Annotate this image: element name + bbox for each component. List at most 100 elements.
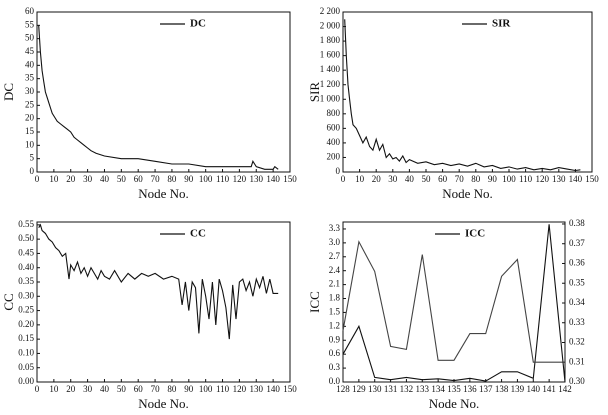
y-tick-label: 1 600 (320, 50, 341, 60)
y-tick-label: 2 200 (320, 6, 341, 16)
x-tick-label: 131 (384, 384, 398, 394)
y-tick-label: 2.4 (329, 265, 341, 275)
y-tick-label: 0.00 (18, 376, 34, 386)
x-tick-label: 130 (368, 384, 382, 394)
y-tick-label: 0 (30, 166, 35, 176)
y-tick-label: 400 (327, 137, 341, 147)
legend-label: SIR (492, 18, 511, 30)
y-tick-label: 5 (30, 153, 35, 163)
y-tick-label: 35 (25, 73, 35, 83)
y-tick-label: 15 (25, 126, 35, 136)
x-tick-label: 140 (266, 174, 280, 184)
y2-tick-label: 0.31 (569, 356, 585, 366)
y-tick-label: 1 800 (320, 35, 341, 45)
x-tick-label: 70 (151, 384, 161, 394)
y2-tick-label: 0.37 (569, 238, 585, 248)
y-tick-label: 0.40 (18, 262, 34, 272)
x-axis-label: Node No. (138, 186, 189, 201)
x-tick-label: 140 (527, 384, 541, 394)
x-tick-label: 30 (83, 384, 93, 394)
x-tick-label: 137 (479, 384, 493, 394)
y2-tick-label: 0.32 (569, 337, 585, 347)
y-tick-label: 0.20 (18, 319, 34, 329)
x-tick-label: 120 (535, 174, 549, 184)
x-tick-label: 120 (233, 384, 247, 394)
x-tick-label: 136 (463, 384, 477, 394)
x-tick-label: 140 (569, 174, 583, 184)
x-tick-label: 70 (151, 174, 161, 184)
y-tick-label: 2.1 (329, 279, 340, 289)
x-tick-label: 10 (49, 174, 59, 184)
x-tick-label: 135 (447, 384, 461, 394)
y-axis-label: CC (1, 293, 16, 310)
y-tick-label: 55 (25, 19, 35, 29)
x-tick-label: 40 (405, 174, 415, 184)
x-tick-label: 40 (100, 384, 110, 394)
y-tick-label: 45 (25, 46, 35, 56)
y-axis-label: ICC (307, 291, 322, 313)
data-line (344, 19, 581, 172)
x-tick-label: 10 (355, 174, 365, 184)
x-tick-label: 90 (488, 174, 498, 184)
x-tick-label: 129 (352, 384, 366, 394)
y-tick-label: 0.15 (18, 333, 34, 343)
x-tick-label: 130 (250, 174, 264, 184)
data-line (38, 25, 279, 170)
x-axis-label: Node No. (442, 186, 493, 201)
y2-tick-label: 0.30 (569, 376, 585, 386)
x-tick-label: 40 (100, 174, 110, 184)
x-tick-label: 60 (134, 174, 144, 184)
data-line (38, 223, 279, 340)
x-tick-label: 138 (495, 384, 509, 394)
y-tick-label: 20 (25, 113, 35, 123)
plot-frame (36, 11, 291, 173)
x-tick-label: 60 (134, 384, 144, 394)
x-tick-label: 150 (283, 174, 297, 184)
y-tick-label: 30 (25, 86, 35, 96)
x-tick-label: 110 (216, 174, 230, 184)
x-tick-label: 130 (250, 384, 264, 394)
x-tick-label: 100 (502, 174, 516, 184)
y-axis-label: DC (1, 83, 16, 101)
x-tick-label: 70 (455, 174, 465, 184)
y-tick-label: 0.30 (18, 290, 34, 300)
x-tick-label: 100 (199, 174, 213, 184)
y-tick-label: 25 (25, 99, 35, 109)
x-tick-label: 80 (471, 174, 481, 184)
x-tick-label: 20 (372, 174, 382, 184)
x-tick-label: 0 (341, 174, 346, 184)
x-tick-label: 10 (49, 384, 59, 394)
y-tick-label: 0.25 (18, 305, 34, 315)
y2-tick-label: 0.35 (569, 277, 585, 287)
x-tick-label: 50 (422, 174, 432, 184)
x-axis-label: Node No. (138, 396, 189, 411)
x-tick-label: 50 (117, 174, 127, 184)
x-tick-label: 140 (266, 384, 280, 394)
y-tick-label: 1.5 (329, 306, 341, 316)
x-tick-label: 90 (184, 174, 194, 184)
y-axis-label: SIR (307, 82, 322, 103)
x-tick-label: 0 (35, 174, 40, 184)
x-tick-label: 30 (83, 174, 93, 184)
y-tick-label: 10 (25, 139, 35, 149)
y-tick-label: 800 (327, 108, 341, 118)
x-tick-label: 139 (511, 384, 525, 394)
x-tick-label: 133 (416, 384, 430, 394)
y-tick-label: 0.50 (18, 233, 34, 243)
x-tick-label: 0 (35, 384, 40, 394)
x-axis-label: Node No. (429, 396, 480, 411)
x-tick-label: 150 (283, 384, 297, 394)
y-tick-label: 1 200 (320, 79, 341, 89)
legend-label: ICC (465, 228, 485, 240)
y-tick-label: 200 (327, 152, 341, 162)
y-tick-label: 3.3 (329, 223, 341, 233)
y-tick-label: 2.7 (329, 251, 341, 261)
y-tick-label: 0.3 (329, 362, 341, 372)
y-tick-label: 1.8 (329, 293, 341, 303)
plot-frame (342, 11, 593, 173)
x-tick-label: 134 (431, 384, 445, 394)
y-tick-label: 0.05 (18, 362, 34, 372)
y-tick-label: 0.10 (18, 347, 34, 357)
y-tick-label: 0 (336, 166, 341, 176)
y2-tick-label: 0.38 (569, 218, 585, 228)
